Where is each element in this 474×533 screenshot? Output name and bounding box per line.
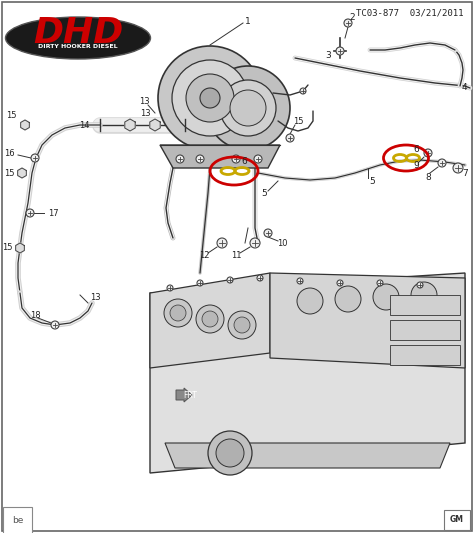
Polygon shape	[150, 273, 270, 368]
Text: 3: 3	[325, 51, 331, 60]
Text: 6: 6	[413, 144, 419, 154]
Text: 15: 15	[4, 168, 15, 177]
Circle shape	[164, 299, 192, 327]
Text: DHD: DHD	[33, 16, 123, 50]
Bar	[390, 320, 460, 340]
Circle shape	[196, 305, 224, 333]
Text: 15: 15	[2, 244, 13, 253]
Circle shape	[51, 321, 59, 329]
Circle shape	[453, 163, 463, 173]
Circle shape	[176, 155, 184, 163]
Text: DIRTY HOOKER DIESEL: DIRTY HOOKER DIESEL	[38, 44, 118, 49]
Text: 7: 7	[462, 168, 468, 177]
Polygon shape	[125, 119, 135, 131]
Circle shape	[227, 277, 233, 283]
FancyArrow shape	[176, 388, 192, 402]
Circle shape	[228, 311, 256, 339]
Text: 17: 17	[48, 208, 59, 217]
Text: 5: 5	[369, 176, 375, 185]
Text: 18: 18	[30, 311, 40, 319]
Polygon shape	[18, 168, 27, 178]
Bar	[390, 295, 460, 315]
Text: 4: 4	[462, 84, 468, 93]
Circle shape	[170, 305, 186, 321]
Text: 8: 8	[425, 173, 431, 182]
Circle shape	[300, 88, 306, 94]
Text: 11: 11	[231, 251, 241, 260]
Text: 13: 13	[139, 98, 149, 107]
Text: 14: 14	[80, 120, 90, 130]
Circle shape	[286, 134, 294, 142]
Text: 10: 10	[277, 238, 287, 247]
Circle shape	[417, 282, 423, 288]
Circle shape	[336, 47, 344, 55]
Circle shape	[257, 275, 263, 281]
Text: 15: 15	[293, 117, 303, 125]
Text: be: be	[12, 516, 23, 525]
Circle shape	[230, 90, 266, 126]
Text: 2: 2	[349, 13, 355, 22]
Text: TC03-877  03/21/2011: TC03-877 03/21/2011	[356, 8, 464, 17]
Text: 6: 6	[241, 157, 247, 166]
Circle shape	[264, 229, 272, 237]
Circle shape	[250, 238, 260, 248]
Circle shape	[297, 278, 303, 284]
Circle shape	[217, 238, 227, 248]
Circle shape	[172, 60, 248, 136]
Circle shape	[167, 285, 173, 291]
Text: 13: 13	[90, 294, 100, 303]
Polygon shape	[16, 243, 24, 253]
Text: FRT: FRT	[183, 391, 197, 400]
Circle shape	[377, 280, 383, 286]
Circle shape	[234, 317, 250, 333]
Circle shape	[220, 80, 276, 136]
Polygon shape	[270, 273, 465, 368]
Polygon shape	[150, 119, 160, 131]
Text: 12: 12	[199, 251, 209, 260]
Circle shape	[373, 284, 399, 310]
Circle shape	[202, 311, 218, 327]
Circle shape	[31, 154, 39, 162]
Polygon shape	[160, 145, 280, 168]
Circle shape	[232, 155, 240, 163]
Circle shape	[186, 74, 234, 122]
Circle shape	[344, 19, 352, 27]
Bar	[390, 345, 460, 365]
Text: 5: 5	[261, 190, 267, 198]
Polygon shape	[150, 273, 465, 473]
Circle shape	[337, 280, 343, 286]
Polygon shape	[165, 443, 450, 468]
Circle shape	[411, 282, 437, 308]
Circle shape	[254, 155, 262, 163]
Circle shape	[216, 439, 244, 467]
Circle shape	[208, 431, 252, 475]
Text: GM: GM	[450, 515, 464, 524]
Text: 9: 9	[413, 160, 419, 169]
Circle shape	[26, 209, 34, 217]
Text: 15: 15	[7, 110, 17, 119]
Text: 13: 13	[140, 109, 150, 117]
Circle shape	[438, 159, 446, 167]
Text: 16: 16	[4, 149, 15, 157]
Circle shape	[424, 149, 432, 157]
Circle shape	[158, 46, 262, 150]
FancyBboxPatch shape	[444, 510, 470, 530]
Circle shape	[200, 88, 220, 108]
Ellipse shape	[6, 17, 151, 59]
Circle shape	[196, 155, 204, 163]
Text: 1: 1	[245, 17, 251, 26]
Circle shape	[297, 288, 323, 314]
Circle shape	[206, 66, 290, 150]
Polygon shape	[21, 120, 29, 130]
Circle shape	[197, 280, 203, 286]
Circle shape	[335, 286, 361, 312]
